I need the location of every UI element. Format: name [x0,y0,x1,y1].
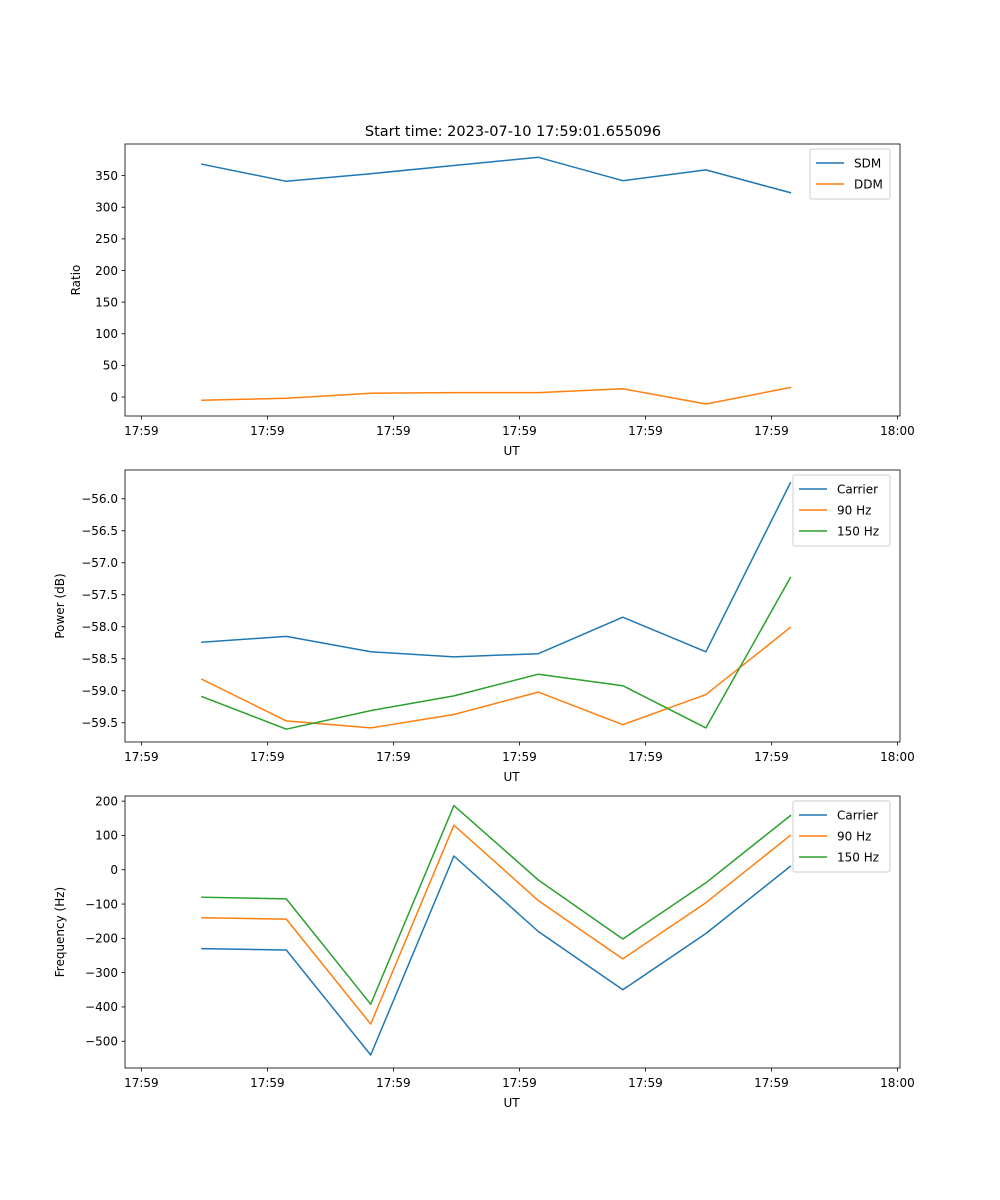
y-axis-label: Power (dB) [53,573,67,638]
legend-label: 150 Hz [837,524,879,538]
y-tick-label: 300 [95,201,118,215]
y-tick-label: 0 [110,863,118,877]
legend-frame [809,148,891,200]
y-axis-label: Frequency (Hz) [53,887,67,978]
series-line-90-hz [200,626,792,729]
x-tick-label: 17:59 [124,1076,159,1090]
series-line-ddm [201,386,792,405]
series-line-90-hz [201,824,792,1025]
legend-frame [792,474,891,547]
y-tick-label: 0 [110,390,118,404]
x-tick-label: 17:59 [250,750,285,764]
x-tick-label: 17:59 [754,424,789,438]
legend: Carrier 90 Hz 150 Hz [792,474,891,547]
x-tick-label: 18:00 [880,424,915,438]
x-tick-label: 17:59 [376,1076,411,1090]
y-tick-label: −200 [85,932,118,946]
x-tick-label: 17:59 [376,424,411,438]
plot-area [201,156,792,405]
series-line-sdm [201,156,792,194]
y-tick-label: −300 [85,966,118,980]
legend-label: 150 Hz [837,850,879,864]
x-tick-label: 17:59 [502,424,537,438]
y-tick-label: 100 [95,327,118,341]
axes-frame [124,795,901,1069]
x-tick-label: 18:00 [880,750,915,764]
x-tick-label: 17:59 [628,750,663,764]
series-line-150-hz [200,576,792,730]
legend-label: Carrier [837,482,878,496]
legend: SDM DDM [809,148,891,200]
y-tick-label: −59.0 [81,684,118,698]
x-tick-label: 17:59 [250,424,285,438]
x-tick-label: 17:59 [628,424,663,438]
x-tick-label: 17:59 [124,750,159,764]
x-tick-label: 17:59 [376,750,411,764]
y-tick-label: 200 [95,794,118,808]
x-tick-label: 18:00 [880,1076,915,1090]
x-tick-label: 17:59 [502,750,537,764]
axes-frame [124,469,901,743]
x-tick-label: 17:59 [250,1076,285,1090]
y-tick-label: −56.0 [81,492,118,506]
plot-area [201,804,792,1056]
y-tick-label: −56.5 [81,524,118,538]
x-tick-label: 17:59 [628,1076,663,1090]
chart-title: Start time: 2023-07-10 17:59:01.655096 [365,124,661,140]
x-axis-label: UT [503,444,520,458]
y-tick-label: −100 [85,897,118,911]
x-tick-label: 17:59 [754,750,789,764]
legend-label: SDM [854,156,881,170]
plot-area [200,481,792,730]
series-line-150-hz [201,804,792,1005]
y-tick-label: 50 [103,359,118,373]
x-axis-label: UT [503,770,520,784]
legend-label: 90 Hz [837,503,871,517]
y-tick-label: 250 [95,232,118,246]
x-axis-label: UT [503,1096,520,1110]
y-tick-label: 150 [95,295,118,309]
y-tick-label: 350 [95,169,118,183]
series-line-carrier [201,855,792,1056]
y-tick-label: 200 [95,264,118,278]
x-tick-label: 17:59 [502,1076,537,1090]
legend-label: 90 Hz [837,829,871,843]
legend-frame [792,800,891,873]
y-tick-label: −58.5 [81,652,118,666]
y-tick-label: −58.0 [81,620,118,634]
y-axis-label: Ratio [69,265,83,296]
axes-frame [124,143,901,417]
legend-label: Carrier [837,808,878,822]
y-tick-label: 100 [95,829,118,843]
x-tick-label: 17:59 [124,424,159,438]
ratio-panel: 17:59 17:59 17:59 17:59 17:59 17:59 18:00 0 50 10… [69,143,915,458]
y-tick-label: −59.5 [81,716,118,730]
y-tick-label: −57.0 [81,556,118,570]
legend: Carrier 90 Hz 150 Hz [792,800,891,873]
x-tick-label: 17:59 [754,1076,789,1090]
y-tick-label: −400 [85,1000,118,1014]
y-tick-label: −500 [85,1035,118,1049]
power-panel: 17:59 17:59 17:59 17:59 17:59 17:59 18:00 −59.5… [53,469,915,784]
legend-label: DDM [854,177,883,191]
y-tick-label: −57.5 [81,588,118,602]
subplots: 17:59 17:59 17:59 17:59 17:59 17:59 18:00 0 50 10… [53,143,915,1110]
series-line-carrier [201,481,792,658]
frequency-panel: 17:59 17:59 17:59 17:59 17:59 17:59 18:00 −500 −… [53,794,915,1110]
